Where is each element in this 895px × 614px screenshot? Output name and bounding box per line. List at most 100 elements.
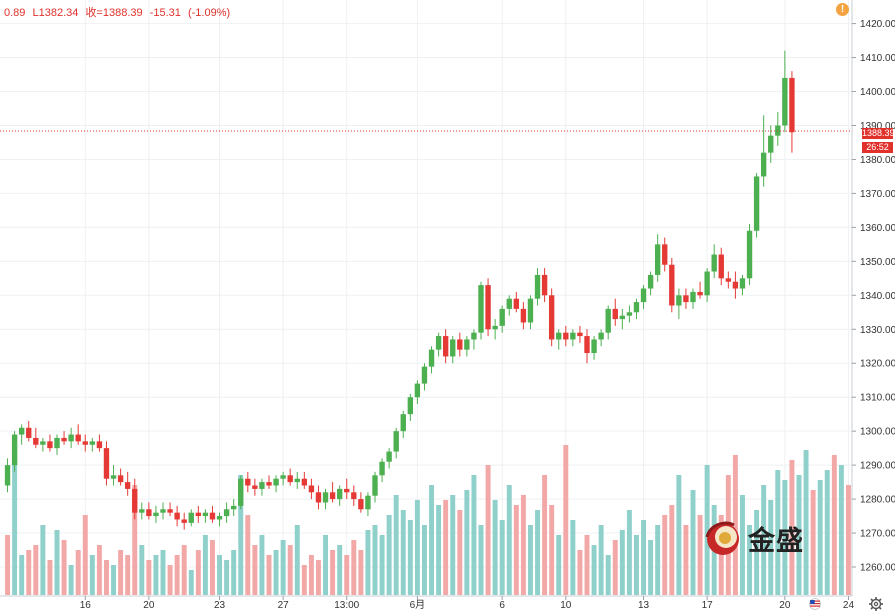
volume-bar [393,495,399,595]
candle [414,380,421,404]
candle [753,173,760,238]
time-axis[interactable]: 16 20 23 27 13:00 6月 6 10 13 17 20 24 [0,595,854,611]
candle-body [146,509,152,517]
y-tick-label: 1310.00 [860,393,895,404]
candle-body [485,285,491,330]
y-tick-label: 1270.00 [860,529,895,540]
volume-bar [400,510,406,595]
countdown-tag: 26:52 [862,142,893,153]
candle-body [647,274,654,289]
candle [400,410,406,438]
candle [11,431,18,472]
volume-bar [464,490,470,595]
candle [513,291,520,313]
candle [669,257,675,313]
logo-text: 金盛 [748,525,804,557]
candle [223,502,230,523]
volume-bar [739,495,745,595]
candle [626,305,633,323]
candle [775,111,781,146]
volume-bar [238,475,244,595]
candle-body [174,512,180,520]
candle-body [612,308,618,320]
candle [760,115,767,187]
candle [768,125,774,163]
candle [640,285,647,309]
candle [315,485,322,510]
candle [704,268,710,303]
volume-bar [563,445,569,595]
candle-body [563,332,569,340]
candle-body [195,512,202,517]
gear-icon[interactable] [868,596,884,612]
candle [478,281,484,340]
volume-bar [831,455,837,595]
candle-body [89,441,96,445]
volume-bar [33,545,39,595]
candle-body [704,271,710,296]
volume-bar [217,555,223,595]
candle-body [690,291,696,303]
volume-bar [266,555,272,595]
candle [308,478,315,500]
volume-bar [344,555,350,595]
candle [167,502,173,517]
x-tick-label: 23 [214,600,226,611]
candle-body [351,492,357,500]
last-price-tag: 1388.39 [862,128,895,139]
volume-bar [485,465,491,595]
volume-bar [202,535,208,595]
volume-bar [89,555,95,595]
candle [54,434,60,455]
candle [591,336,597,360]
price-axis[interactable]: 1420.00 1410.00 1400.00 1390.00 1380.00 1370.… [851,0,895,596]
volume-bar [301,565,307,595]
candle [33,427,39,449]
volume-bar [379,535,385,595]
volume-bar [761,485,767,595]
candle-body [662,244,668,265]
candle-body [457,339,463,350]
candle-body [789,77,795,133]
candle-body [654,244,661,275]
us-flag-icon[interactable] [808,598,823,610]
candle-body [153,512,159,517]
candle [238,475,244,510]
volume-bar [188,570,194,595]
candle [153,505,159,523]
candle [329,482,336,503]
y-tick-label: 1410.00 [860,53,895,64]
volume-bar [209,540,215,595]
candle [471,329,477,350]
candle-body [697,291,703,296]
volume-bar [782,480,788,595]
candle-body [344,488,350,493]
candle-body [167,509,173,513]
candle [690,288,696,309]
candle [492,319,498,340]
y-tick-label: 1380.00 [860,155,895,166]
candle-body [541,274,548,296]
candle-body [336,488,343,500]
candle-body [82,441,88,445]
candle-body [223,509,230,517]
volume-bar [796,475,802,595]
volume-bar [252,545,258,595]
volume-bar [315,560,321,595]
volume-bar [542,475,548,595]
volume-bar [414,500,420,595]
candle [188,509,194,527]
exclamation-icon[interactable]: ! [836,3,849,16]
volume-bar [655,525,661,595]
volume-bar [633,535,639,595]
candle [202,509,209,523]
y-tick-label: 1320.00 [860,359,895,370]
candle [548,288,555,347]
candle [499,305,505,333]
candle [280,471,286,486]
candle [598,329,604,347]
candle [259,478,265,496]
volume-bar [68,565,74,595]
candle-body [47,441,53,449]
